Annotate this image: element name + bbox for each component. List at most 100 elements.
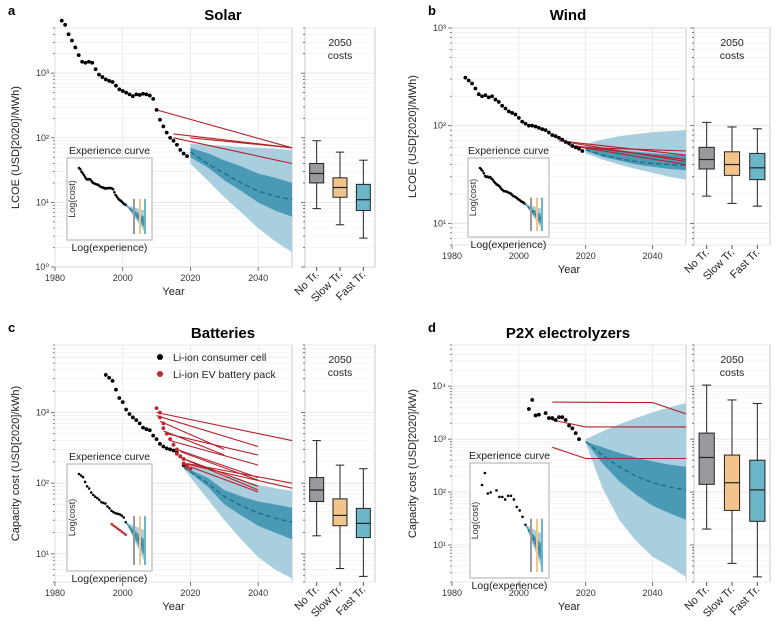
inset-xlabel: Log(experience) (72, 573, 148, 585)
historical-data-point (114, 83, 118, 88)
inset-data-point (95, 496, 99, 500)
panel-label: d (428, 320, 436, 335)
inset-data-point (108, 506, 111, 510)
median-projection-line (585, 148, 687, 167)
historical-data-point (137, 421, 142, 426)
box-iqr (749, 459, 766, 522)
inset-title: Experience curve (69, 145, 150, 157)
x-axis-label: Year (162, 601, 185, 613)
historical-data-point (134, 92, 139, 97)
y-tick-label: 10³ (433, 23, 446, 33)
x-axis-label: Year (558, 264, 581, 276)
historical-data-point (547, 416, 551, 420)
historical-data-point (164, 130, 169, 135)
inset-data-point (491, 178, 495, 182)
median-projection-line (190, 151, 293, 201)
historical-data-point (154, 108, 159, 112)
inset-ev-point (118, 528, 122, 532)
inset-data-point (98, 498, 101, 502)
inset-data-point (81, 172, 85, 175)
historical-data-point (144, 427, 149, 432)
historical-data-point (185, 154, 189, 159)
historical-data-point (141, 91, 145, 96)
historical-data-point (496, 100, 501, 104)
inset-ev-point (116, 527, 120, 530)
inset-data-point (509, 494, 513, 498)
ev-data-point (158, 415, 162, 420)
literature-projection-line (156, 411, 293, 442)
historical-data-point (70, 38, 74, 43)
inset-data-point (111, 188, 115, 191)
inset-title: Experience curve (468, 145, 549, 157)
historical-data-point (550, 133, 555, 138)
y-tick-label: 10³ (433, 434, 446, 444)
historical-data-point (500, 103, 505, 108)
inset-data-point (100, 500, 103, 504)
x-tick-label: 2040 (248, 273, 268, 283)
historical-data-point (553, 134, 558, 139)
literature-projection-line (552, 401, 687, 415)
inset-data-point (498, 495, 501, 499)
box-iqr (698, 146, 715, 170)
historical-data-point (557, 415, 561, 420)
x-tick-label: 1980 (45, 273, 65, 283)
inset-data-point (77, 472, 81, 476)
literature-projection-line (558, 140, 687, 156)
inset-data-point (486, 492, 490, 495)
ev-data-point (185, 464, 189, 469)
x-tick-label: 2000 (509, 588, 529, 598)
box-title: 2050 (328, 37, 352, 49)
inset-data-point (81, 475, 85, 479)
inset-data-point (82, 174, 86, 177)
inset-data-point (512, 498, 516, 501)
panel-title: Wind (550, 7, 587, 24)
historical-data-point (110, 80, 115, 84)
historical-data-point (530, 123, 535, 128)
inset-ev-point (124, 533, 128, 536)
historical-data-point (147, 428, 152, 433)
historical-data-point (547, 130, 551, 135)
historical-data-point (158, 441, 162, 446)
inset-data-point (84, 176, 87, 179)
y-tick-label: 10⁴ (432, 381, 446, 391)
literature-projection-line (552, 446, 686, 460)
inset-median-line (125, 521, 147, 551)
historical-data-point (83, 60, 88, 65)
inset-data-point (112, 510, 115, 514)
historical-data-point (520, 119, 525, 124)
historical-data-point (90, 60, 95, 65)
historical-data-point (120, 400, 125, 405)
inset-data-point (116, 512, 119, 516)
historical-data-point (570, 144, 575, 148)
y-tick-label: 10¹ (36, 549, 49, 559)
y-tick-label: 10¹ (433, 218, 446, 228)
panel-title: Batteries (191, 325, 255, 342)
historical-data-point (473, 86, 478, 91)
inset-inner-band (525, 524, 543, 565)
historical-data-point (523, 121, 528, 126)
x-axis-label: Year (162, 286, 185, 298)
literature-projection-line (190, 137, 293, 149)
box-title: costs (328, 367, 353, 379)
historical-data-point (103, 77, 108, 82)
inset-data-point (118, 513, 121, 516)
y-tick-label: 10³ (36, 407, 49, 417)
historical-data-point (503, 106, 508, 111)
inset-data-point (93, 495, 97, 499)
ev-data-point (181, 461, 186, 466)
ev-data-point (158, 410, 162, 415)
historical-data-point (470, 81, 474, 86)
historical-data-point (543, 411, 548, 416)
y-tick-label: 10² (36, 478, 49, 488)
literature-projection-line (156, 415, 259, 448)
inset-data-point (114, 193, 117, 197)
inset-box (66, 463, 153, 572)
inset-ylabel: Log(cost) (468, 179, 478, 217)
x-tick-label: 2000 (113, 588, 133, 598)
literature-projection-line (169, 440, 259, 466)
historical-data-point (137, 93, 142, 97)
historical-data-point (573, 145, 578, 150)
box-iqr (355, 183, 371, 211)
historical-data-point (127, 92, 132, 97)
historical-data-point (506, 109, 511, 114)
